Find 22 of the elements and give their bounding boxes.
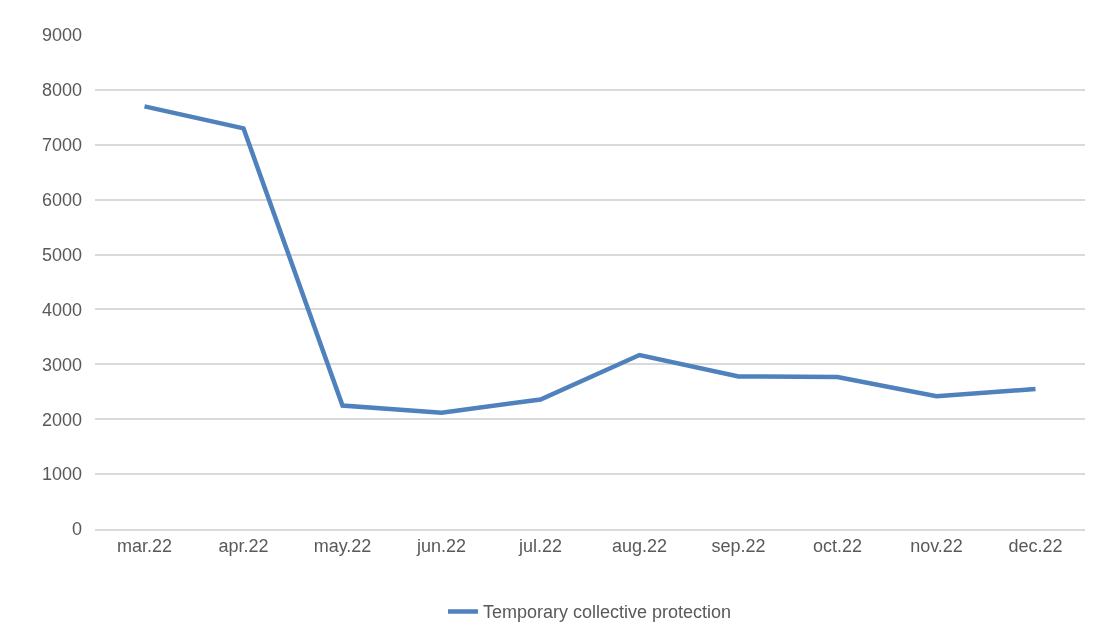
x-tick-label: dec.22 [1008,536,1063,557]
x-tick-label: jun.22 [415,536,467,557]
legend-label: Temporary collective protection [483,602,732,623]
y-tick-label: 2000 [41,409,82,430]
x-tick-label: mar.22 [116,536,173,557]
y-tick-label: 9000 [41,25,82,46]
line-series [142,104,1038,415]
y-tick-label: 7000 [41,135,82,156]
y-tick-label: 8000 [41,80,82,101]
x-tick-label: apr.22 [218,536,269,557]
x-tick-label: may.22 [313,536,372,557]
x-tick-label: aug.22 [611,536,668,557]
y-tick-label: 0 [71,519,82,540]
y-tick-label: 1000 [41,464,82,485]
x-tick-label: sep.22 [711,536,766,557]
x-tick-label: oct.22 [812,536,863,557]
x-tick-label: nov.22 [910,536,963,557]
y-tick-label: 6000 [41,189,82,210]
x-tick-label: jul.22 [517,536,563,557]
y-tick-label: 5000 [41,244,82,265]
y-tick-label: 4000 [41,299,82,320]
y-tick-label: 3000 [41,354,82,375]
